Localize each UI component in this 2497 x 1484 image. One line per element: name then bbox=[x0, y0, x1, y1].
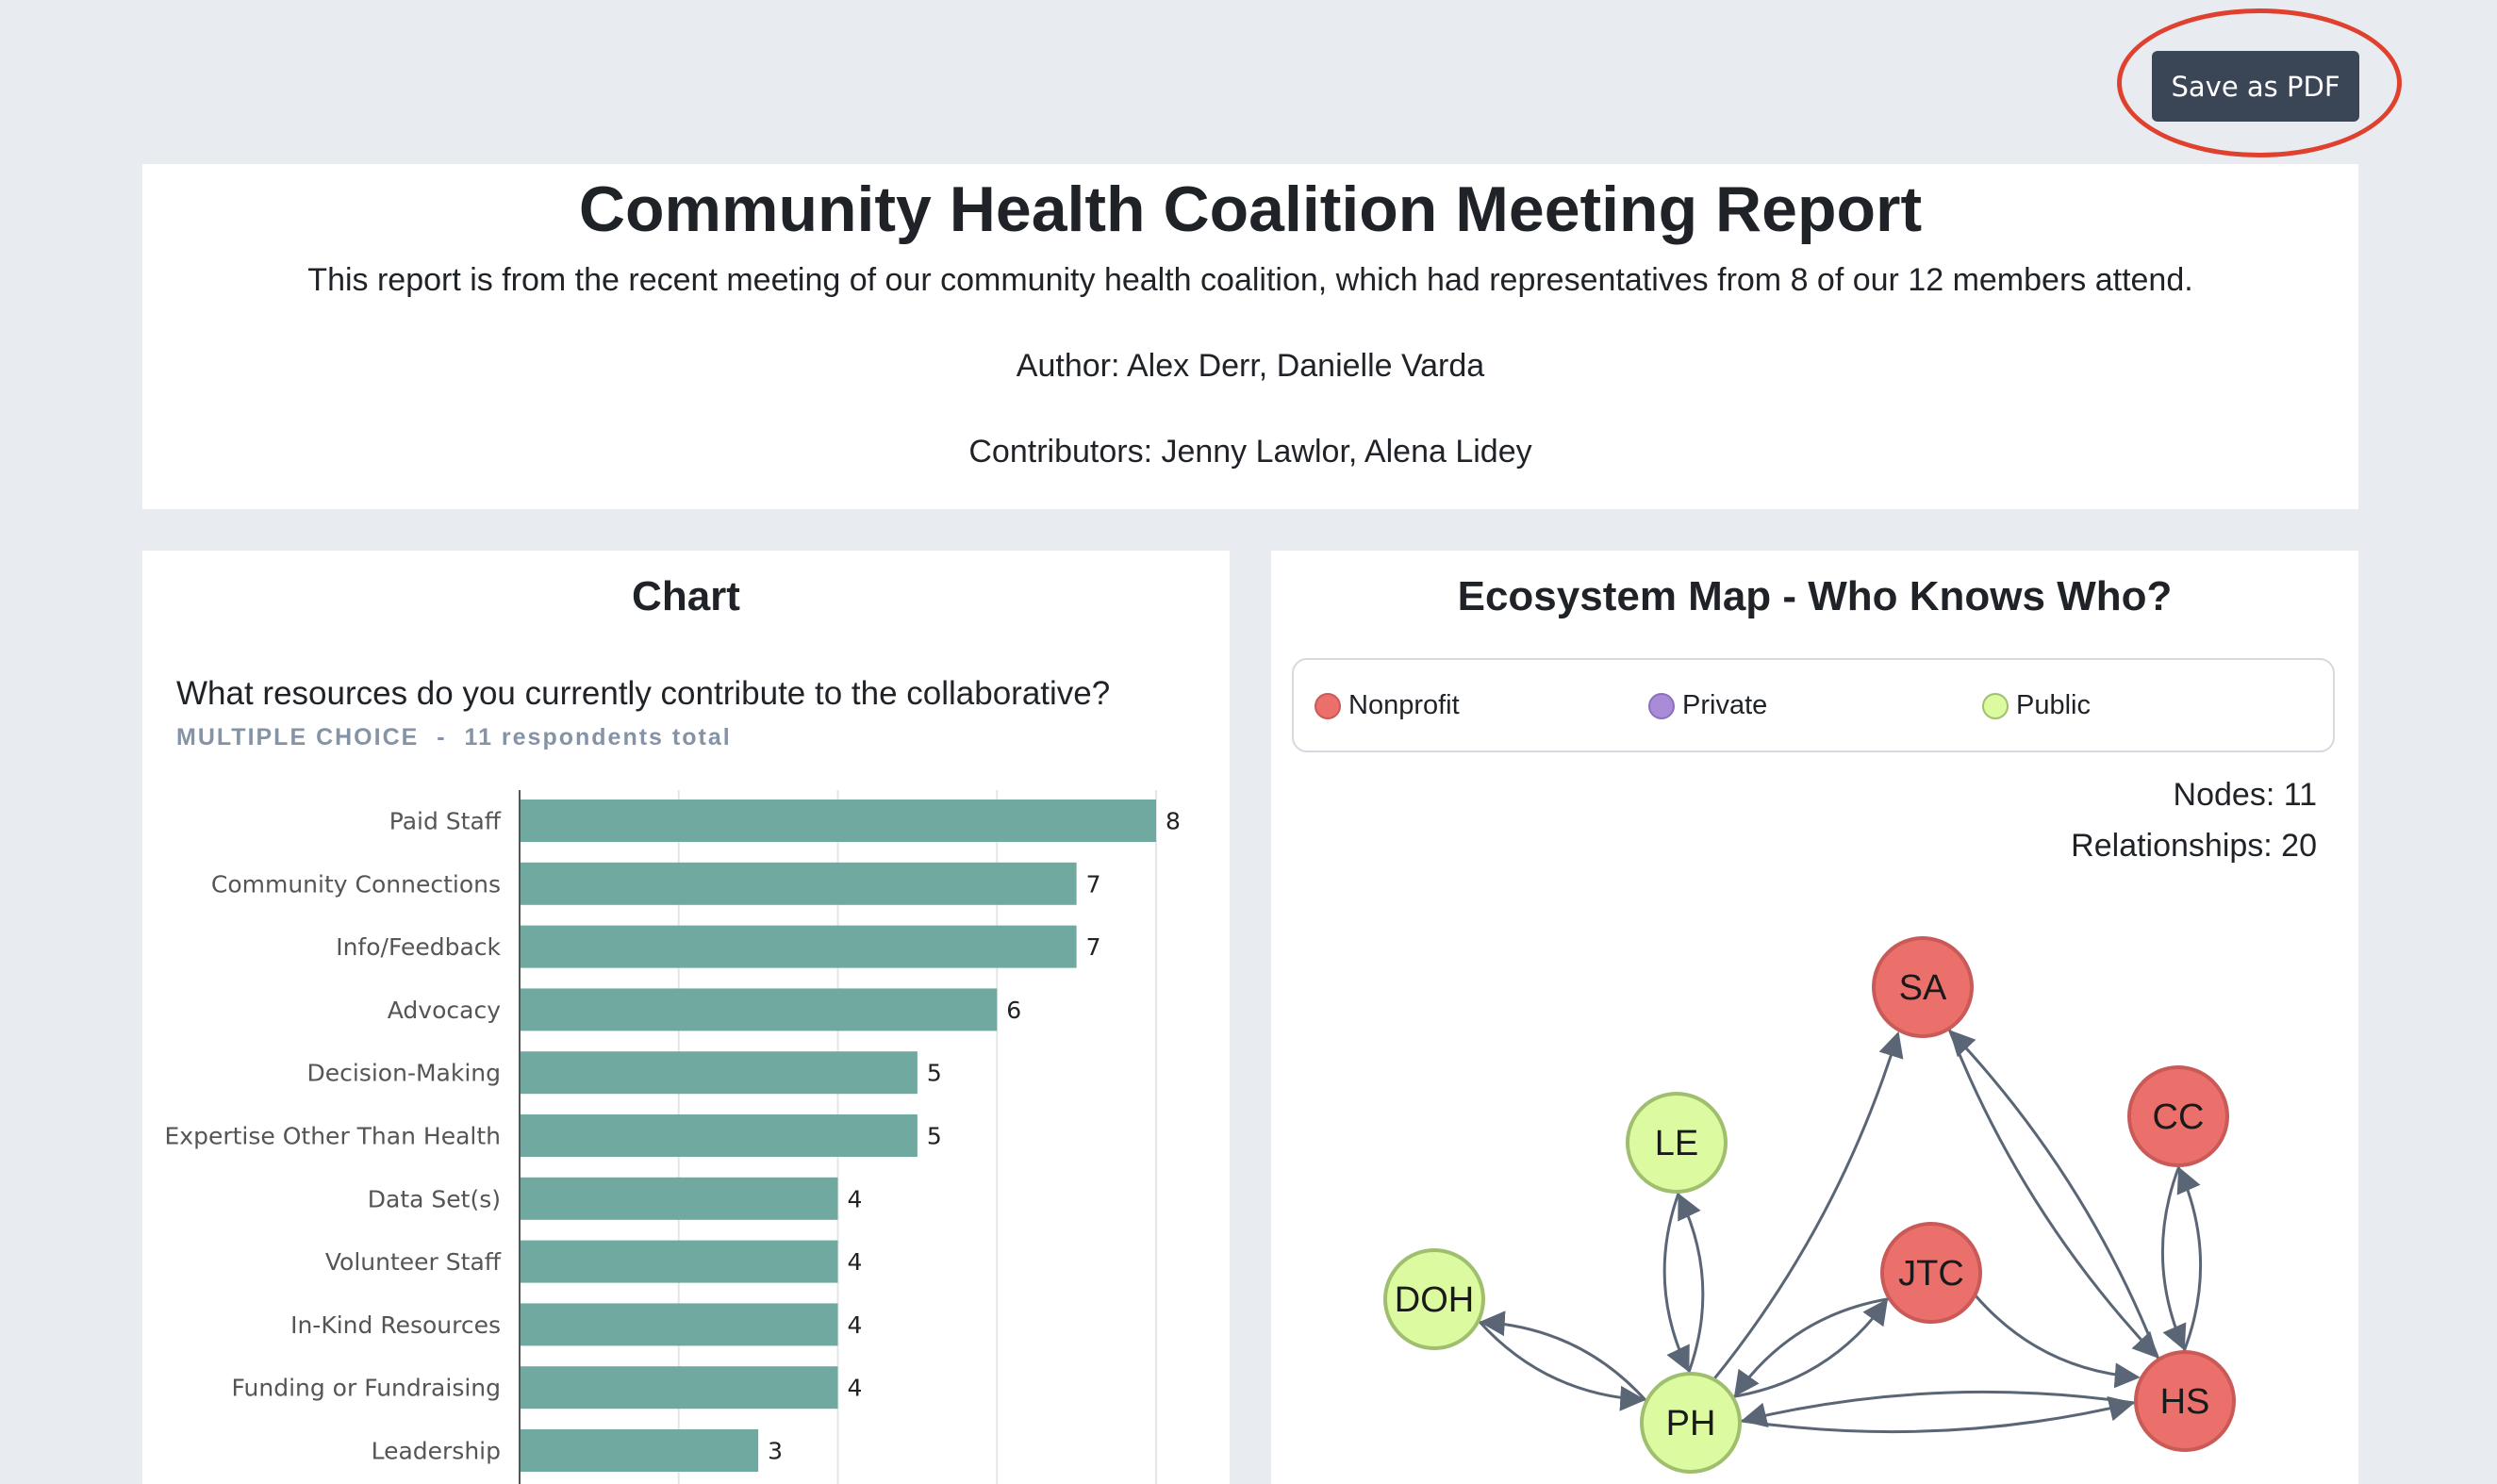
node-label: PH bbox=[1666, 1404, 1716, 1443]
edge bbox=[1739, 1395, 2135, 1434]
report-description: This report is from the recent meeting o… bbox=[307, 261, 2193, 298]
value-label: 5 bbox=[927, 1123, 942, 1150]
relationship-count: Relationships: 20 bbox=[2071, 828, 2317, 864]
bar[interactable] bbox=[521, 800, 1156, 842]
node-circle bbox=[1626, 1092, 1728, 1194]
node-circle bbox=[1872, 936, 1974, 1038]
bar[interactable] bbox=[521, 1051, 918, 1095]
legend-public[interactable]: Public bbox=[1982, 690, 2091, 721]
bar[interactable] bbox=[521, 988, 998, 1031]
category-label: Advocacy bbox=[388, 997, 501, 1024]
category-label: Decision-Making bbox=[307, 1060, 501, 1087]
chart-panel: Chart What resources do you currently co… bbox=[142, 551, 1230, 1484]
value-label: 7 bbox=[1086, 870, 1101, 898]
category-label: Info/Feedback bbox=[336, 933, 501, 961]
edge bbox=[1479, 1311, 1648, 1403]
legend-private[interactable]: Private bbox=[1648, 690, 1767, 721]
bar[interactable] bbox=[521, 1177, 838, 1220]
value-label: 4 bbox=[848, 1375, 863, 1402]
network-stats: Nodes: 11 Relationships: 20 bbox=[2071, 769, 2317, 871]
edge bbox=[1477, 1319, 1646, 1411]
bar[interactable] bbox=[521, 1303, 838, 1346]
chart-meta: MULTIPLE CHOICE - 11 respondents total bbox=[176, 724, 732, 751]
chart-panel-title: Chart bbox=[632, 573, 740, 619]
edge bbox=[2176, 1166, 2203, 1353]
edge bbox=[2160, 1164, 2187, 1351]
private-dot-icon bbox=[1648, 692, 1675, 719]
value-label: 6 bbox=[1006, 997, 1021, 1024]
save-as-pdf-button[interactable]: Save as PDF bbox=[2152, 51, 2359, 122]
node-cc[interactable]: CC bbox=[2127, 1065, 2229, 1167]
bar[interactable] bbox=[521, 1240, 838, 1283]
edge bbox=[1949, 1030, 2160, 1360]
legend-label: Private bbox=[1682, 690, 1768, 720]
legend-label: Nonprofit bbox=[1348, 690, 1460, 720]
node-circle bbox=[2127, 1065, 2229, 1167]
node-label: CC bbox=[2153, 1097, 2205, 1137]
category-label: Funding or Fundraising bbox=[232, 1375, 502, 1402]
node-label: DOH bbox=[1395, 1280, 1474, 1320]
value-label: 7 bbox=[1086, 933, 1101, 961]
value-label: 3 bbox=[768, 1438, 783, 1465]
edge bbox=[1731, 1298, 1889, 1398]
edge bbox=[1662, 1191, 1690, 1373]
node-doh[interactable]: DOH bbox=[1383, 1248, 1485, 1350]
report-author: Author: Alex Derr, Danielle Varda bbox=[1016, 347, 1485, 384]
category-label: Community Connections bbox=[211, 870, 501, 898]
map-legend: Nonprofit Private Public bbox=[1292, 658, 2335, 752]
bar[interactable] bbox=[521, 862, 1077, 905]
node-label: HS bbox=[2160, 1382, 2210, 1422]
highlight-ring bbox=[2117, 8, 2402, 157]
node-label: LE bbox=[1655, 1124, 1698, 1163]
edge bbox=[1712, 1031, 1904, 1381]
node-jtc[interactable]: JTC bbox=[1880, 1222, 1982, 1324]
bar[interactable] bbox=[521, 1114, 918, 1157]
category-label: Paid Staff bbox=[389, 808, 502, 835]
node-le[interactable]: LE bbox=[1626, 1092, 1728, 1194]
edge bbox=[1974, 1294, 2141, 1389]
nonprofit-dot-icon bbox=[1315, 692, 1341, 719]
network-graph[interactable]: SA CC LE JTC DOH HS PH bbox=[1271, 551, 2358, 1484]
category-label: Volunteer Staff bbox=[325, 1248, 502, 1276]
edge bbox=[1678, 1193, 1705, 1375]
legend-label: Public bbox=[2016, 690, 2091, 720]
bar[interactable] bbox=[521, 1429, 759, 1472]
question-type: MULTIPLE CHOICE bbox=[176, 724, 420, 750]
page-title: Community Health Coalition Meeting Repor… bbox=[578, 173, 1923, 245]
value-label: 4 bbox=[848, 1185, 863, 1212]
bar[interactable] bbox=[521, 925, 1077, 968]
node-circle bbox=[2134, 1350, 2236, 1452]
edge bbox=[1733, 1297, 1891, 1397]
value-label: 4 bbox=[848, 1311, 863, 1339]
node-circle bbox=[1880, 1222, 1982, 1324]
edge bbox=[1741, 1390, 2137, 1428]
category-label: Expertise Other Than Health bbox=[165, 1123, 501, 1150]
category-label: Data Set(s) bbox=[368, 1185, 501, 1212]
bar-chart: Paid Staff 8 Community Connections 7 Info/Fe… bbox=[165, 790, 1181, 1484]
respondent-count: 11 respondents total bbox=[464, 724, 732, 750]
chart-question: What resources do you currently contribu… bbox=[176, 675, 1111, 712]
report-contributors: Contributors: Jenny Lawlor, Alena Lidey bbox=[968, 433, 1532, 470]
public-dot-icon bbox=[1982, 692, 2009, 719]
report-header: Community Health Coalition Meeting Repor… bbox=[142, 164, 2358, 509]
meta-separator: - bbox=[437, 724, 447, 750]
edge bbox=[1947, 1028, 2158, 1359]
value-label: 5 bbox=[927, 1060, 942, 1087]
category-label: In-Kind Resources bbox=[290, 1311, 501, 1339]
bar[interactable] bbox=[521, 1366, 838, 1410]
category-label: Leadership bbox=[372, 1438, 501, 1465]
node-ph[interactable]: PH bbox=[1640, 1372, 1742, 1474]
value-label: 8 bbox=[1166, 808, 1181, 835]
legend-nonprofit[interactable]: Nonprofit bbox=[1315, 690, 1460, 721]
node-sa[interactable]: SA bbox=[1872, 936, 1974, 1038]
node-label: JTC bbox=[1898, 1254, 1964, 1294]
value-label: 4 bbox=[848, 1248, 863, 1276]
ecosystem-map-panel: Ecosystem Map - Who Knows Who? Nonprofit… bbox=[1271, 551, 2358, 1484]
map-panel-title: Ecosystem Map - Who Knows Who? bbox=[1457, 573, 2173, 619]
node-label: SA bbox=[1899, 968, 1947, 1008]
node-hs[interactable]: HS bbox=[2134, 1350, 2236, 1452]
node-count: Nodes: 11 bbox=[2173, 777, 2317, 813]
node-circle bbox=[1383, 1248, 1485, 1350]
